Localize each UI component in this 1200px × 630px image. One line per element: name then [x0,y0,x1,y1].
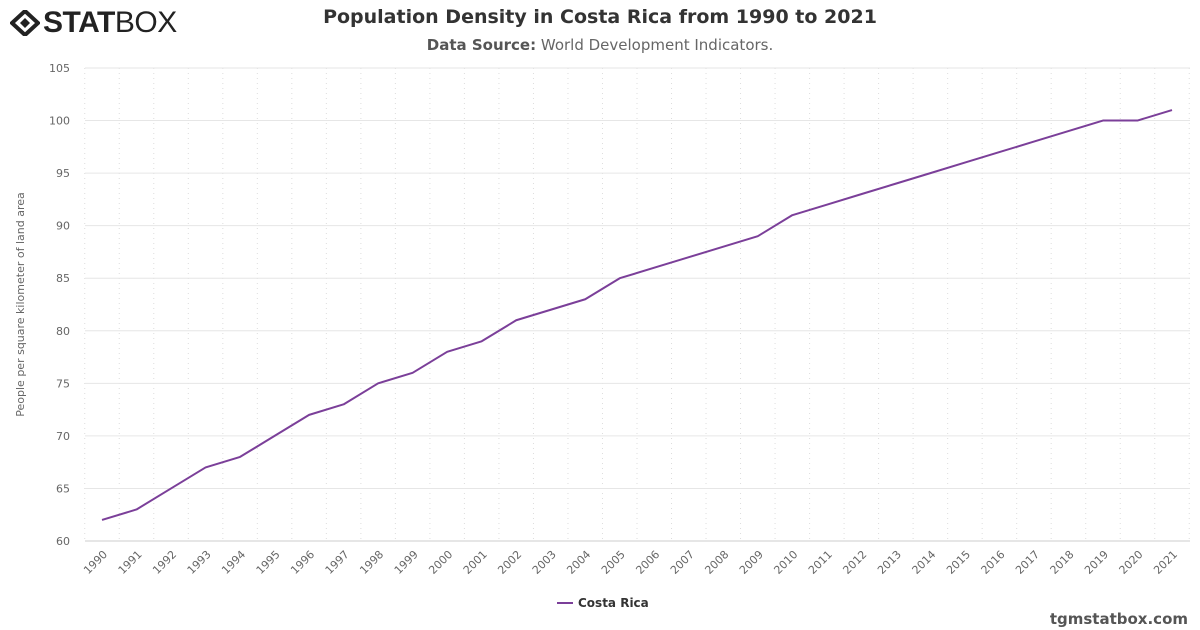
x-tick-label: 2009 [737,548,766,577]
x-tick-label: 1991 [116,548,145,577]
y-tick-label: 65 [56,482,70,495]
x-tick-label: 2010 [771,548,800,577]
x-tick-label: 2006 [633,548,662,577]
x-tick-label: 2002 [495,548,524,577]
source-value: World Development Indicators. [540,36,774,54]
series-line-costa-rica [101,109,1173,521]
y-tick-label: 85 [56,272,70,285]
x-tick-label: 1996 [288,548,317,577]
x-tick-label: 2017 [1013,548,1042,577]
y-tick-label: 80 [56,325,70,338]
y-tick-label: 90 [56,220,70,233]
x-tick-label: 2004 [564,548,593,577]
x-tick-label: 1997 [323,548,352,577]
x-tick-label: 1995 [254,548,283,577]
x-tick-label: 2015 [944,548,973,577]
x-tick-label: 1992 [150,548,179,577]
x-tick-label: 2016 [979,548,1008,577]
x-tick-label: 2007 [668,548,697,577]
x-tick-label: 2021 [1151,548,1180,577]
y-tick-label: 70 [56,430,70,443]
y-tick-label: 75 [56,377,70,390]
logo-text: STATBOX [43,6,177,39]
y-tick-label: 95 [56,167,70,180]
source-label: Data Source: [426,36,537,54]
x-tick-label: 2014 [910,548,939,577]
watermark: tgmstatbox.com [1049,610,1188,628]
x-tick-label: 1993 [185,548,214,577]
y-axis-label: People per square kilometer of land area [14,192,27,416]
x-tick-label: 1998 [357,548,386,577]
chart-title: Population Density in Costa Rica from 19… [323,6,877,28]
x-tick-label: 2001 [461,548,490,577]
x-tick-label: 2003 [530,548,559,577]
x-tick-label: 2008 [702,548,731,577]
legend-item-costa-rica[interactable]: Costa Rica [578,596,649,610]
chart-subtitle: Data Source: World Development Indicator… [0,36,1200,54]
y-tick-label: 105 [49,62,70,75]
diamond-logo-icon [10,10,40,36]
x-tick-label: 2000 [426,548,455,577]
x-tick-label: 2012 [840,548,869,577]
y-tick-label: 60 [56,535,70,548]
x-tick-label: 2019 [1082,548,1111,577]
x-tick-label: 1994 [219,548,248,577]
x-tick-label: 1990 [81,548,110,577]
x-tick-label: 2005 [599,548,628,577]
y-tick-label: 100 [49,115,70,128]
x-tick-label: 2011 [806,548,835,577]
x-tick-label: 2018 [1048,548,1077,577]
statbox-logo: STATBOX [10,6,177,40]
x-tick-label: 1999 [392,548,421,577]
x-tick-label: 2013 [875,548,904,577]
x-tick-label: 2020 [1117,548,1146,577]
